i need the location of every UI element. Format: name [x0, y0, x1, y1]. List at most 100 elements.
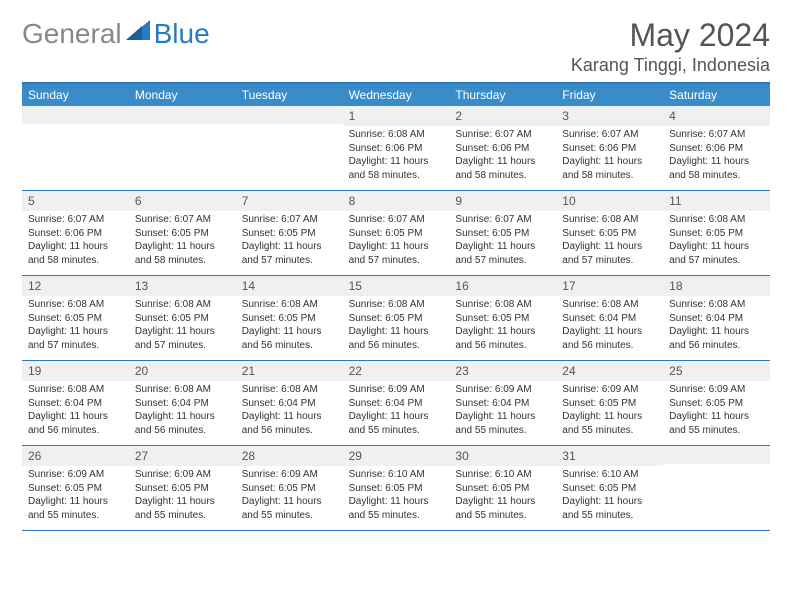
- sunset-line: Sunset: 6:05 PM: [562, 397, 657, 411]
- day-cell: 23Sunrise: 6:09 AMSunset: 6:04 PMDayligh…: [449, 361, 556, 446]
- day-cell: 20Sunrise: 6:08 AMSunset: 6:04 PMDayligh…: [129, 361, 236, 446]
- day-data: Sunrise: 6:07 AMSunset: 6:06 PMDaylight:…: [449, 126, 556, 190]
- day-number: 1: [343, 106, 450, 126]
- day-data: [22, 124, 129, 184]
- sunset-line: Sunset: 6:05 PM: [455, 227, 550, 241]
- sunset-line: Sunset: 6:06 PM: [455, 142, 550, 156]
- day-data: Sunrise: 6:09 AMSunset: 6:05 PMDaylight:…: [556, 381, 663, 445]
- day-number: 17: [556, 276, 663, 296]
- day-number: [236, 106, 343, 124]
- sunset-line: Sunset: 6:05 PM: [135, 227, 230, 241]
- sunrise-line: Sunrise: 6:07 AM: [242, 213, 337, 227]
- day-cell: 2Sunrise: 6:07 AMSunset: 6:06 PMDaylight…: [449, 106, 556, 191]
- sunset-line: Sunset: 6:06 PM: [669, 142, 764, 156]
- day-cell: 27Sunrise: 6:09 AMSunset: 6:05 PMDayligh…: [129, 446, 236, 531]
- sunrise-line: Sunrise: 6:09 AM: [455, 383, 550, 397]
- location-label: Karang Tinggi, Indonesia: [571, 55, 770, 76]
- daylight-line: Daylight: 11 hours and 57 minutes.: [669, 240, 764, 267]
- day-data: Sunrise: 6:10 AMSunset: 6:05 PMDaylight:…: [343, 466, 450, 530]
- day-number: 13: [129, 276, 236, 296]
- header: General Blue May 2024 Karang Tinggi, Ind…: [22, 18, 770, 76]
- brand-part2: Blue: [154, 18, 210, 50]
- day-data: Sunrise: 6:08 AMSunset: 6:05 PMDaylight:…: [236, 296, 343, 360]
- day-number: 14: [236, 276, 343, 296]
- sunset-line: Sunset: 6:04 PM: [349, 397, 444, 411]
- daylight-line: Daylight: 11 hours and 56 minutes.: [455, 325, 550, 352]
- day-cell: 10Sunrise: 6:08 AMSunset: 6:05 PMDayligh…: [556, 191, 663, 276]
- sunrise-line: Sunrise: 6:09 AM: [669, 383, 764, 397]
- day-cell: 11Sunrise: 6:08 AMSunset: 6:05 PMDayligh…: [663, 191, 770, 276]
- sunrise-line: Sunrise: 6:08 AM: [562, 213, 657, 227]
- sunset-line: Sunset: 6:04 PM: [242, 397, 337, 411]
- sunrise-line: Sunrise: 6:07 AM: [455, 213, 550, 227]
- sunset-line: Sunset: 6:05 PM: [349, 312, 444, 326]
- day-cell: 14Sunrise: 6:08 AMSunset: 6:05 PMDayligh…: [236, 276, 343, 361]
- daylight-line: Daylight: 11 hours and 55 minutes.: [135, 495, 230, 522]
- day-data: Sunrise: 6:07 AMSunset: 6:05 PMDaylight:…: [449, 211, 556, 275]
- sunset-line: Sunset: 6:04 PM: [28, 397, 123, 411]
- daylight-line: Daylight: 11 hours and 56 minutes.: [28, 410, 123, 437]
- weekday-header: Saturday: [663, 84, 770, 106]
- day-cell: 30Sunrise: 6:10 AMSunset: 6:05 PMDayligh…: [449, 446, 556, 531]
- day-cell: 1Sunrise: 6:08 AMSunset: 6:06 PMDaylight…: [343, 106, 450, 191]
- day-data: [129, 124, 236, 184]
- daylight-line: Daylight: 11 hours and 56 minutes.: [562, 325, 657, 352]
- day-data: Sunrise: 6:07 AMSunset: 6:06 PMDaylight:…: [556, 126, 663, 190]
- sunrise-line: Sunrise: 6:08 AM: [135, 298, 230, 312]
- day-number: 19: [22, 361, 129, 381]
- day-cell: 29Sunrise: 6:10 AMSunset: 6:05 PMDayligh…: [343, 446, 450, 531]
- day-data: [663, 464, 770, 524]
- day-data: Sunrise: 6:08 AMSunset: 6:04 PMDaylight:…: [236, 381, 343, 445]
- sunset-line: Sunset: 6:05 PM: [455, 482, 550, 496]
- day-data: Sunrise: 6:10 AMSunset: 6:05 PMDaylight:…: [556, 466, 663, 530]
- weekday-header: Monday: [129, 84, 236, 106]
- sunset-line: Sunset: 6:06 PM: [562, 142, 657, 156]
- day-cell: [22, 106, 129, 191]
- daylight-line: Daylight: 11 hours and 55 minutes.: [349, 495, 444, 522]
- day-cell: 24Sunrise: 6:09 AMSunset: 6:05 PMDayligh…: [556, 361, 663, 446]
- sunset-line: Sunset: 6:05 PM: [242, 312, 337, 326]
- sunset-line: Sunset: 6:05 PM: [349, 227, 444, 241]
- daylight-line: Daylight: 11 hours and 58 minutes.: [28, 240, 123, 267]
- day-data: Sunrise: 6:10 AMSunset: 6:05 PMDaylight:…: [449, 466, 556, 530]
- day-number: 6: [129, 191, 236, 211]
- daylight-line: Daylight: 11 hours and 58 minutes.: [349, 155, 444, 182]
- daylight-line: Daylight: 11 hours and 58 minutes.: [455, 155, 550, 182]
- day-number: 27: [129, 446, 236, 466]
- day-number: 23: [449, 361, 556, 381]
- day-number: 3: [556, 106, 663, 126]
- day-number: 21: [236, 361, 343, 381]
- day-number: 18: [663, 276, 770, 296]
- daylight-line: Daylight: 11 hours and 57 minutes.: [242, 240, 337, 267]
- day-number: 12: [22, 276, 129, 296]
- day-data: Sunrise: 6:07 AMSunset: 6:05 PMDaylight:…: [343, 211, 450, 275]
- day-cell: 7Sunrise: 6:07 AMSunset: 6:05 PMDaylight…: [236, 191, 343, 276]
- sunrise-line: Sunrise: 6:09 AM: [242, 468, 337, 482]
- weekday-header: Thursday: [449, 84, 556, 106]
- day-data: Sunrise: 6:08 AMSunset: 6:05 PMDaylight:…: [663, 211, 770, 275]
- daylight-line: Daylight: 11 hours and 55 minutes.: [669, 410, 764, 437]
- brand-sail-icon: [126, 20, 150, 45]
- sunrise-line: Sunrise: 6:08 AM: [242, 298, 337, 312]
- day-data: Sunrise: 6:09 AMSunset: 6:05 PMDaylight:…: [22, 466, 129, 530]
- day-cell: 19Sunrise: 6:08 AMSunset: 6:04 PMDayligh…: [22, 361, 129, 446]
- sunrise-line: Sunrise: 6:08 AM: [28, 298, 123, 312]
- day-number: 31: [556, 446, 663, 466]
- sunrise-line: Sunrise: 6:08 AM: [135, 383, 230, 397]
- day-number: 4: [663, 106, 770, 126]
- weekday-header: Wednesday: [343, 84, 450, 106]
- weekday-header: Tuesday: [236, 84, 343, 106]
- day-number: [129, 106, 236, 124]
- day-cell: 17Sunrise: 6:08 AMSunset: 6:04 PMDayligh…: [556, 276, 663, 361]
- sunset-line: Sunset: 6:05 PM: [242, 227, 337, 241]
- sunrise-line: Sunrise: 6:09 AM: [349, 383, 444, 397]
- day-data: Sunrise: 6:07 AMSunset: 6:06 PMDaylight:…: [22, 211, 129, 275]
- sunrise-line: Sunrise: 6:10 AM: [349, 468, 444, 482]
- sunrise-line: Sunrise: 6:08 AM: [669, 213, 764, 227]
- month-title: May 2024: [571, 18, 770, 53]
- day-cell: 4Sunrise: 6:07 AMSunset: 6:06 PMDaylight…: [663, 106, 770, 191]
- day-cell: 9Sunrise: 6:07 AMSunset: 6:05 PMDaylight…: [449, 191, 556, 276]
- sunrise-line: Sunrise: 6:10 AM: [455, 468, 550, 482]
- day-cell: 22Sunrise: 6:09 AMSunset: 6:04 PMDayligh…: [343, 361, 450, 446]
- title-block: May 2024 Karang Tinggi, Indonesia: [571, 18, 770, 76]
